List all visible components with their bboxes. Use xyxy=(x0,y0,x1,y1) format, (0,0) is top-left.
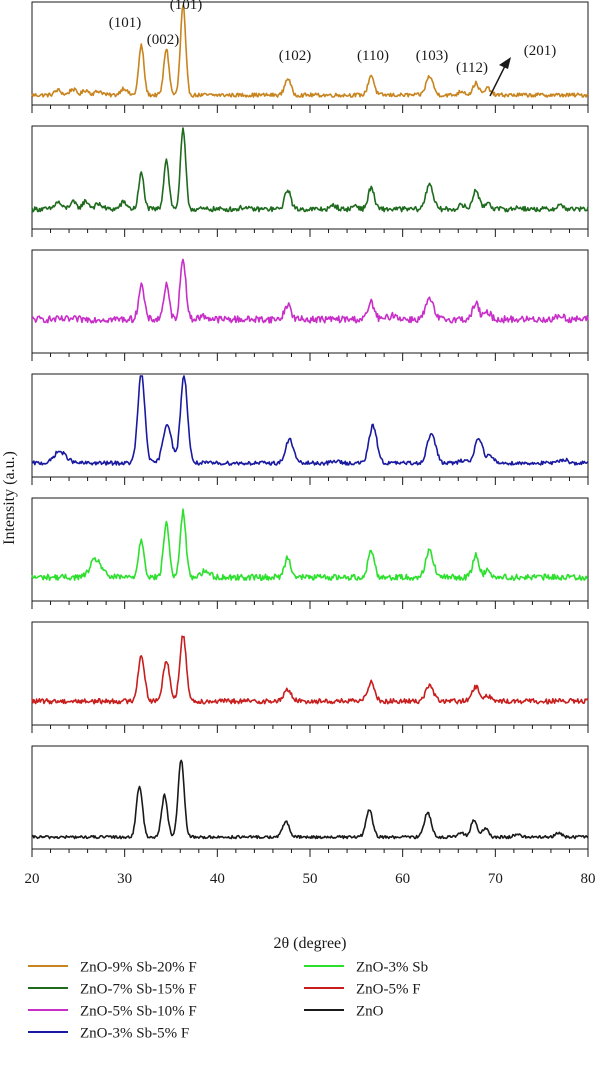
legend-swatch xyxy=(28,986,68,989)
annotation-arrow-head xyxy=(499,57,511,69)
peak-label: (102) xyxy=(279,48,312,64)
series-line xyxy=(31,258,589,324)
legend-swatch xyxy=(304,964,344,967)
legend-swatch xyxy=(304,986,344,989)
peak-label: (002) xyxy=(147,32,180,48)
x-tick-label: 80 xyxy=(581,871,596,887)
x-tick-label: 60 xyxy=(395,871,410,887)
legend-label: ZnO-7% Sb-15% F xyxy=(80,981,197,998)
legend-item: ZnO-5% F xyxy=(304,978,428,1000)
x-tick-label: 40 xyxy=(210,871,225,887)
legend-swatch xyxy=(28,1030,68,1033)
series-line xyxy=(31,127,589,213)
legend-item: ZnO-9% Sb-20% F xyxy=(28,956,197,978)
x-axis-label: 2θ (degree) xyxy=(274,935,347,952)
series-line xyxy=(31,375,589,466)
peak-label: (101) xyxy=(170,0,203,13)
legend-label: ZnO-5% F xyxy=(356,981,421,998)
legend-item: ZnO-7% Sb-15% F xyxy=(28,978,197,1000)
legend-item: ZnO xyxy=(304,1000,428,1022)
panel-frame xyxy=(31,745,589,850)
legend-swatch xyxy=(28,964,68,967)
legend-item: ZnO-3% Sb-5% F xyxy=(28,1022,197,1044)
legend-swatch xyxy=(304,1008,344,1011)
legend-item: ZnO-5% Sb-10% F xyxy=(28,1000,197,1022)
panel-frame xyxy=(31,621,589,726)
x-tick-label: 70 xyxy=(488,871,503,887)
legend: ZnO-9% Sb-20% F ZnO-7% Sb-15% F ZnO-5% S… xyxy=(28,956,588,1066)
panel-frame xyxy=(31,249,589,354)
peak-label: (110) xyxy=(357,48,389,64)
legend-column-right: ZnO-3% Sb ZnO-5% F ZnO xyxy=(304,956,428,1022)
legend-label: ZnO-3% Sb xyxy=(356,959,429,976)
panel-frame xyxy=(31,497,589,602)
series-line xyxy=(31,4,589,98)
peak-label: (101) xyxy=(109,15,142,31)
legend-item: ZnO-3% Sb xyxy=(304,956,428,978)
legend-label: ZnO-9% Sb-20% F xyxy=(80,959,197,976)
series-line xyxy=(31,508,589,582)
peak-label: (201) xyxy=(524,43,557,59)
x-tick-label: 20 xyxy=(25,871,40,887)
peak-label: (112) xyxy=(456,60,488,76)
legend-column-left: ZnO-9% Sb-20% F ZnO-7% Sb-15% F ZnO-5% S… xyxy=(28,956,197,1044)
series-line xyxy=(31,635,589,705)
panel-frame xyxy=(31,125,589,230)
x-tick-label: 50 xyxy=(303,871,318,887)
y-axis-label: Intensity (a.u.) xyxy=(1,451,18,545)
x-tick-label: 30 xyxy=(117,871,132,887)
legend-swatch xyxy=(28,1008,68,1011)
legend-label: ZnO-3% Sb-5% F xyxy=(80,1025,190,1042)
peak-label: (103) xyxy=(416,48,449,64)
panels-group: (101) (002) (101) (102) (110) (103) (112) (201)… xyxy=(25,0,596,887)
legend-label: ZnO xyxy=(356,1003,384,1020)
legend-label: ZnO-5% Sb-10% F xyxy=(80,1003,197,1020)
series-line xyxy=(31,759,589,840)
annotation-arrow-line xyxy=(489,63,507,97)
